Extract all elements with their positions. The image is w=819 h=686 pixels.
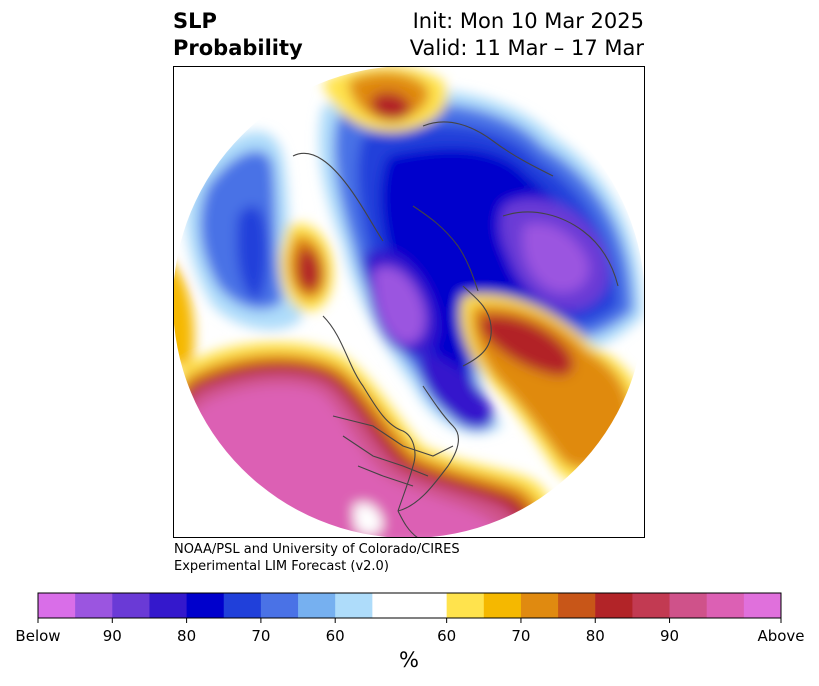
title-right: Init: Mon 10 Mar 2025 Valid: 11 Mar – 17… [409,9,644,60]
colorbar-segment [632,593,671,618]
colorbar-segment [706,593,745,618]
colorbar-segment [223,593,262,618]
colorbar-segment [38,593,76,618]
colorbar-segment [669,593,708,618]
colorbar-segment [372,593,448,618]
colorbar-segment [112,593,150,618]
colorbar-segment [558,593,596,618]
colorbar-segment [335,593,373,618]
colorbar-segment [743,593,782,618]
colorbar-tick-label: Below [15,627,61,645]
colorbar-segment [595,593,633,618]
colorbar-tick-label: 70 [251,627,271,645]
colorbar-segment [260,593,299,618]
colorbar-frame [37,592,782,619]
probability-map [173,66,645,538]
colorbar-tick-label: 80 [177,627,197,645]
colorbar-tick-label: 90 [102,627,122,645]
colorbar-segment [149,593,188,618]
colorbar [37,592,782,623]
colorbar-segment [75,593,113,618]
colorbar-tick-label: Above [757,627,805,645]
colorbar-tick-label: 60 [437,627,457,645]
colorbar-segment [446,593,485,618]
colorbar-segment [520,593,559,618]
colorbar-segment [298,593,336,618]
colorbar-tick-label: 70 [511,627,531,645]
map-frame [173,66,645,538]
credit-text: NOAA/PSL and University of Colorado/CIRE… [174,542,460,574]
colorbar-segment [483,593,522,618]
colorbar-tick-label: 60 [325,627,345,645]
colorbar-segment [186,593,225,618]
colorbar-unit-label: % [399,648,419,672]
colorbar-tick-label: 80 [585,627,605,645]
probability-field [173,66,645,538]
colorbar-tick-label: 90 [660,627,680,645]
title-left: SLP Probability [173,9,303,60]
